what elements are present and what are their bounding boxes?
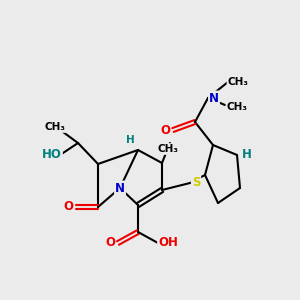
Text: CH₃: CH₃ bbox=[158, 144, 178, 154]
Text: CH₃: CH₃ bbox=[226, 102, 248, 112]
Text: O: O bbox=[160, 124, 170, 136]
Text: OH: OH bbox=[158, 236, 178, 250]
Text: H: H bbox=[126, 135, 134, 145]
Text: CH₃: CH₃ bbox=[44, 122, 65, 132]
Text: N: N bbox=[115, 182, 125, 194]
Text: O: O bbox=[63, 200, 73, 214]
Text: CH₃: CH₃ bbox=[227, 77, 248, 87]
Text: O: O bbox=[105, 236, 115, 250]
Text: S: S bbox=[192, 176, 200, 190]
Text: HO: HO bbox=[42, 148, 62, 161]
Text: N: N bbox=[209, 92, 219, 104]
Text: H: H bbox=[242, 148, 252, 161]
